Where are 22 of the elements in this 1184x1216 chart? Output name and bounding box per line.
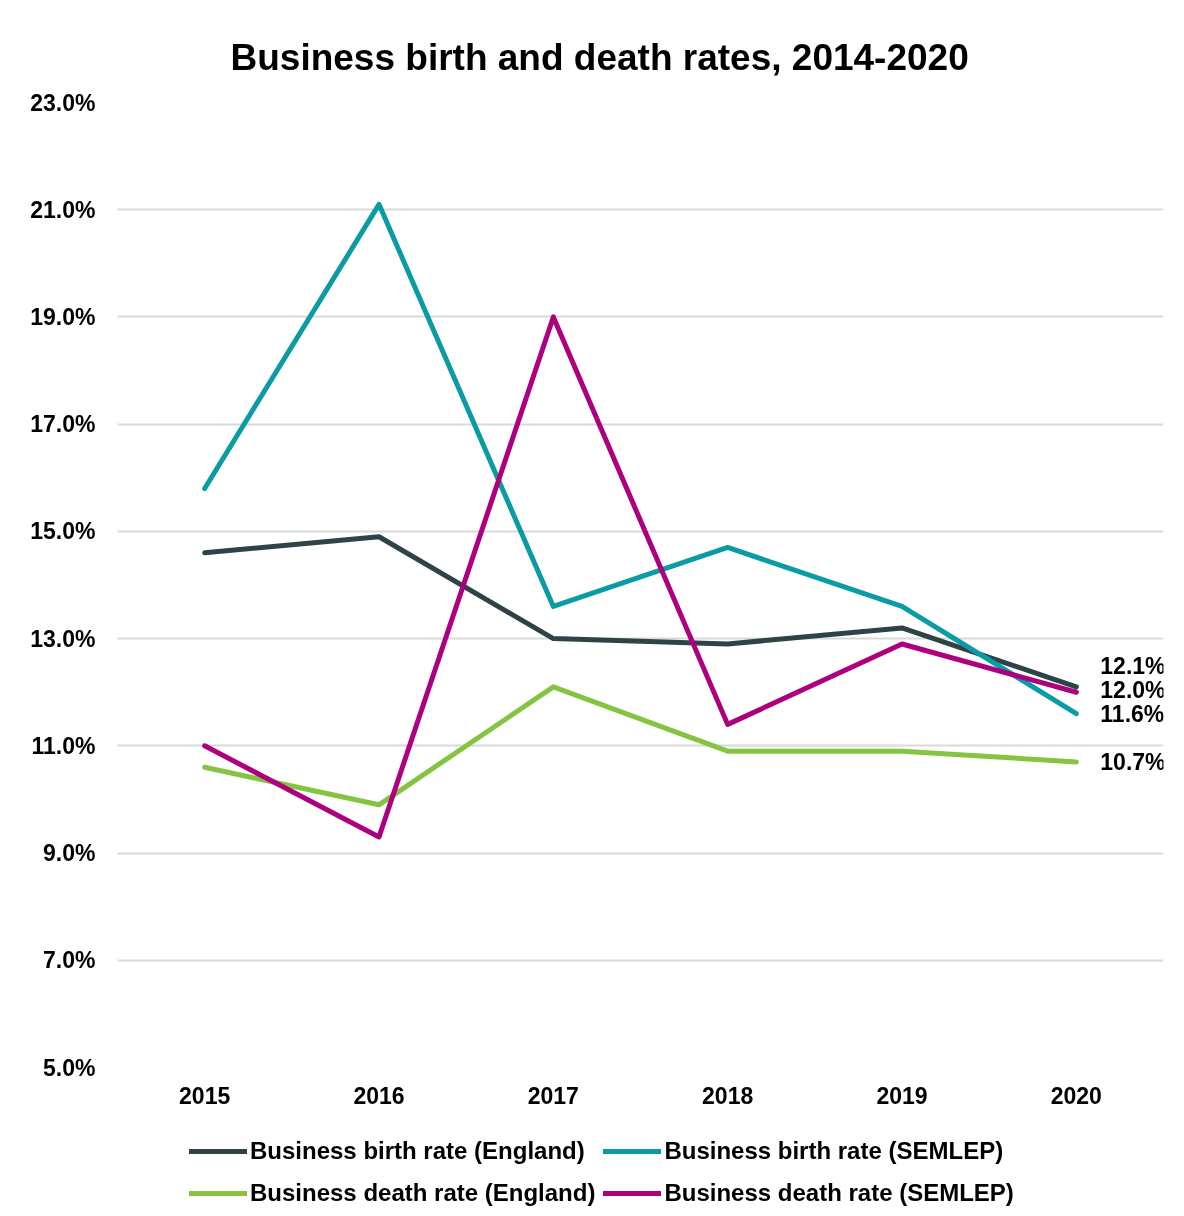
chart-title: Business birth and death rates, 2014-2020 — [230, 36, 969, 78]
data-label: 11.6% — [1100, 700, 1165, 727]
y-tick-label: 5.0% — [43, 1054, 96, 1081]
legend-label: Business birth rate (England) — [250, 1136, 586, 1166]
legend-label: Business death rate (SEMLEP) — [664, 1178, 1014, 1208]
legend-label: Business birth rate (SEMLEP) — [664, 1136, 1005, 1166]
y-tick-label: 9.0% — [43, 840, 96, 867]
y-tick-label: 13.0% — [30, 625, 96, 652]
legend-label: Business death rate (England) — [250, 1178, 596, 1208]
y-tick-label: 21.0% — [30, 196, 96, 223]
y-tick-label: 15.0% — [30, 518, 96, 545]
x-tick-label: 2016 — [353, 1082, 405, 1109]
x-tick-label: 2015 — [179, 1082, 231, 1109]
y-tick-label: 19.0% — [30, 303, 96, 330]
x-tick-label: 2019 — [876, 1082, 928, 1109]
x-tick-label: 2017 — [527, 1082, 579, 1109]
y-tick-label: 11.0% — [31, 732, 96, 759]
y-tick-label: 23.0% — [30, 89, 96, 116]
x-tick-label: 2020 — [1050, 1082, 1102, 1109]
x-tick-label: 2018 — [702, 1082, 754, 1109]
y-tick-label: 17.0% — [30, 411, 96, 438]
y-tick-label: 7.0% — [43, 947, 96, 974]
